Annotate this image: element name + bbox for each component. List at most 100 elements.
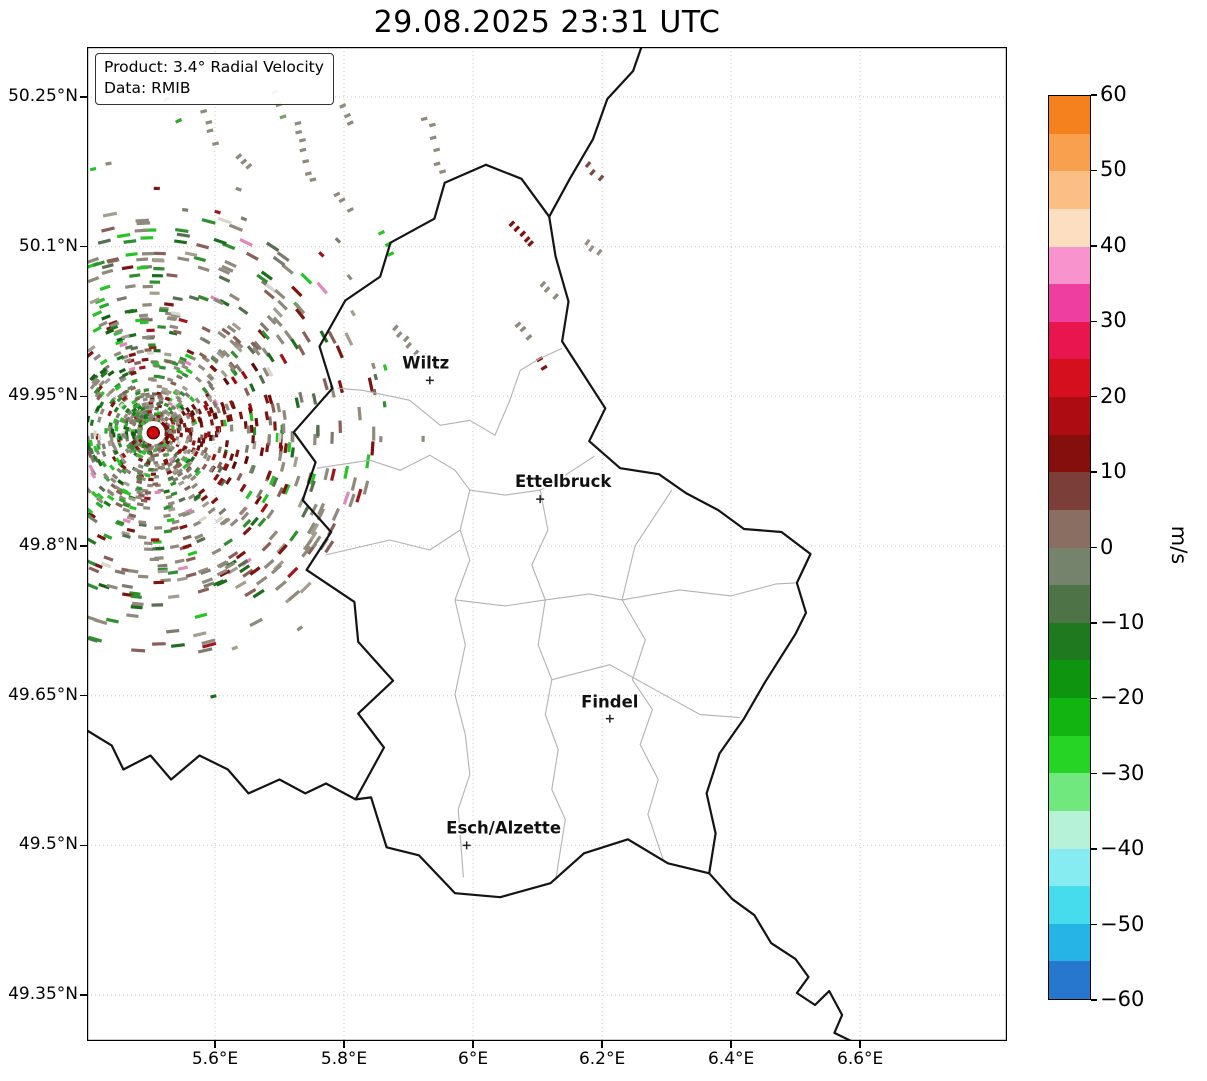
velocity-bin — [311, 393, 318, 405]
velocity-bin — [343, 465, 350, 479]
velocity-bin — [169, 544, 180, 550]
velocity-bin — [213, 473, 220, 481]
product-info-box: Product: 3.4° Radial Velocity Data: RMIB — [95, 53, 334, 105]
velocity-bin — [156, 414, 161, 419]
velocity-bin — [219, 517, 229, 526]
velocity-bin — [87, 511, 97, 519]
velocity-bin — [128, 366, 136, 372]
velocity-bin — [127, 308, 138, 314]
velocity-bin — [123, 239, 137, 244]
velocity-bin — [206, 373, 214, 382]
velocity-bin — [267, 434, 272, 443]
velocity-bin — [87, 614, 98, 622]
velocity-bin — [137, 535, 147, 540]
velocity-bin — [259, 322, 270, 332]
velocity-bin — [153, 348, 161, 353]
city-label: Esch/Alzette — [446, 818, 561, 837]
velocity-bin — [250, 341, 260, 351]
velocity-bin — [270, 563, 283, 575]
velocity-bin — [184, 353, 193, 360]
velocity-bin — [151, 378, 157, 382]
velocity-bin — [260, 503, 269, 513]
velocity-bin — [219, 478, 227, 487]
velocity-bin — [523, 236, 531, 243]
velocity-bin — [163, 529, 173, 534]
velocity-bin — [145, 473, 151, 478]
velocity-bin — [109, 464, 116, 471]
velocity-bin — [114, 485, 122, 492]
velocity-bin — [115, 489, 123, 496]
velocity-bin — [131, 407, 138, 413]
lat-tick-mark — [80, 245, 87, 248]
velocity-bin — [174, 457, 181, 464]
velocity-bin — [177, 407, 183, 413]
velocity-bin — [118, 435, 123, 441]
velocity-bin — [128, 352, 137, 358]
velocity-bin — [93, 445, 98, 453]
velocity-bin — [433, 161, 441, 167]
colorbar-segment — [1049, 246, 1090, 285]
velocity-bin — [165, 443, 171, 449]
velocity-bin — [106, 488, 114, 496]
velocity-bin — [89, 515, 98, 524]
velocity-bin — [136, 486, 143, 491]
velocity-bin — [153, 266, 165, 271]
velocity-bin — [144, 490, 152, 495]
velocity-bin — [101, 226, 115, 233]
velocity-bin — [127, 333, 137, 338]
colorbar-tick-mark — [1091, 923, 1097, 926]
velocity-bin — [191, 440, 196, 446]
colorbar-segment — [1049, 96, 1090, 134]
velocity-bin — [165, 411, 171, 417]
velocity-bin — [150, 538, 160, 542]
velocity-bin — [87, 450, 93, 458]
velocity-bin — [309, 177, 317, 183]
velocity-bin — [135, 409, 141, 415]
velocity-bin — [223, 538, 234, 547]
velocity-bin — [179, 432, 183, 438]
velocity-bin — [136, 265, 149, 270]
velocity-bin — [210, 355, 219, 363]
velocity-bin — [121, 530, 130, 537]
district-border — [621, 489, 673, 861]
velocity-bin — [236, 472, 243, 482]
velocity-bin — [242, 526, 252, 536]
colorbar-segment — [1049, 810, 1090, 849]
velocity-bin — [230, 350, 239, 359]
velocity-bin — [254, 417, 259, 427]
velocity-bin — [176, 374, 183, 380]
velocity-bin — [197, 265, 210, 272]
lat-tick-mark — [80, 545, 87, 547]
velocity-bin — [527, 240, 535, 247]
velocity-bin — [231, 645, 239, 651]
colorbar-tick-label: 60 — [1100, 82, 1127, 106]
velocity-bin — [221, 407, 227, 415]
velocity-bin — [138, 438, 143, 444]
velocity-bin — [209, 419, 214, 426]
velocity-bin — [118, 459, 125, 465]
velocity-bin — [421, 435, 425, 442]
velocity-bin — [167, 406, 173, 412]
velocity-bin — [175, 227, 189, 234]
velocity-bin — [130, 345, 139, 351]
velocity-bin — [92, 310, 103, 318]
velocity-bin — [265, 443, 270, 453]
velocity-bin — [274, 288, 286, 300]
velocity-bin — [291, 432, 295, 443]
velocity-bin — [261, 541, 272, 552]
velocity-bin — [121, 452, 127, 459]
velocity-bin — [250, 516, 259, 527]
velocity-bin — [163, 402, 170, 408]
velocity-bin — [142, 303, 152, 307]
colorbar — [1048, 95, 1091, 1000]
velocity-bin — [273, 421, 277, 431]
national-border — [548, 47, 643, 218]
velocity-bin — [277, 433, 282, 443]
velocity-bin — [213, 297, 224, 306]
velocity-bin — [295, 129, 303, 135]
velocity-bin — [276, 542, 287, 554]
velocity-bin — [205, 454, 212, 462]
velocity-bin — [294, 397, 300, 409]
city-label: Wiltz — [402, 353, 449, 372]
